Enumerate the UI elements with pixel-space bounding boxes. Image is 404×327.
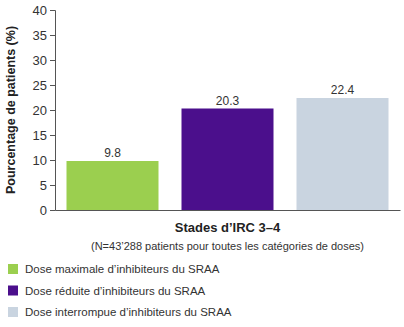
y-tick-mark [50,135,55,136]
y-tick-mark [50,110,55,111]
data-label: 9.8 [104,146,121,160]
y-tick: 15 [33,128,55,143]
y-tick-mark [50,185,55,186]
y-tick-label: 20 [33,103,47,118]
data-label: 22.4 [331,83,355,97]
y-tick: 40 [33,3,55,18]
y-tick-label: 10 [33,153,47,168]
y-axis-line [50,11,56,211]
bar [297,98,389,210]
bars [67,98,389,210]
x-tick-label: Stades d’IRC 3–4 [175,220,281,235]
y-tick-mark [50,160,55,161]
y-tick-mark [50,35,55,36]
y-tick-label: 35 [33,28,47,43]
x-tick: Stades d’IRC 3–4 [175,210,281,235]
x-axis-line [56,210,401,211]
y-tick-mark [50,85,55,86]
x-axis: Stades d’IRC 3–4 [56,210,401,235]
y-tick-mark [50,60,55,61]
y-tick: 0 [40,203,55,218]
y-tick: 5 [40,178,55,193]
y-tick-label: 30 [33,53,47,68]
y-tick-label: 25 [33,78,47,93]
y-tick-mark [50,210,55,211]
bar [182,109,274,211]
y-tick: 35 [33,28,55,43]
annotation: (N=43’288 patients pour toutes les catég… [91,240,364,252]
legend-swatch [8,286,18,296]
legend-label: Dose maximale d’inhibiteurs du SRAA [25,263,220,275]
y-tick-label: 0 [40,203,47,218]
legend-label: Dose interrompue d’inhibiteurs du SRAA [25,306,232,318]
legend-label: Dose réduite d’inhibiteurs du SRAA [25,285,206,297]
y-axis-title: Pourcentage de patients (%) [4,26,18,194]
legend: Dose maximale d’inhibiteurs du SRAA Dose … [8,263,232,318]
y-tick: 10 [33,153,55,168]
y-tick-label: 40 [33,3,47,18]
y-tick: 20 [33,103,55,118]
y-tick-mark [50,10,55,11]
chart: 0 5 10 15 20 25 30 35 40 Stades d’IRC 3–4 Pourcent… [0,0,404,327]
legend-swatch [8,264,18,274]
y-tick: 30 [33,53,55,68]
bar [67,161,159,210]
y-tick-label: 5 [40,178,47,193]
y-tick: 25 [33,78,55,93]
data-label: 20.3 [216,94,240,108]
y-tick-label: 15 [33,128,47,143]
legend-swatch [8,307,18,317]
y-axis: 0 5 10 15 20 25 30 35 40 [33,3,56,218]
